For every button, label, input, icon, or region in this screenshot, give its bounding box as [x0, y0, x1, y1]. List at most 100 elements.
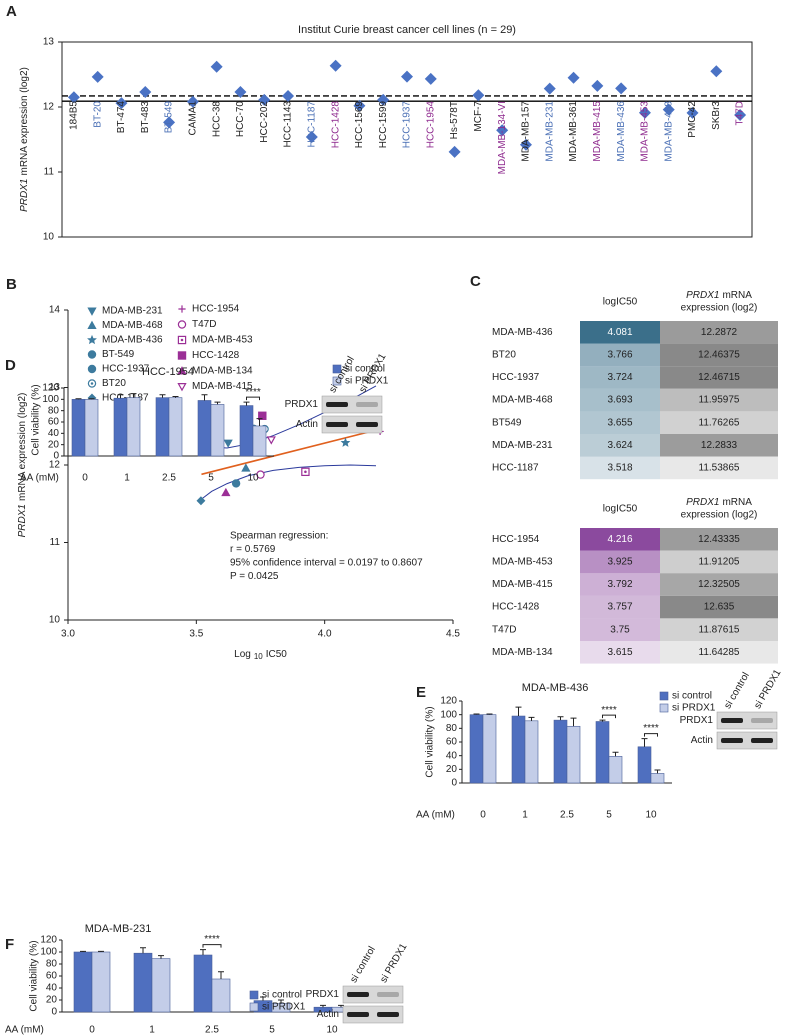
legend-label: si PRDX1: [345, 376, 389, 387]
x-tick-label: 0: [480, 810, 486, 821]
legend-label: HCC-1937: [102, 364, 150, 375]
blot-band: [751, 738, 773, 743]
legend-label: si control: [672, 691, 712, 702]
heat-cell: [660, 434, 778, 457]
panel-label: B: [6, 276, 17, 293]
y-tick-label: 13: [49, 382, 61, 393]
heat-cell: [660, 388, 778, 412]
heat-cell: [660, 366, 778, 389]
blot-band: [347, 992, 369, 997]
annotation: 95% confidence interval = 0.0197 to 0.86…: [230, 558, 423, 569]
error-bar: [641, 738, 648, 747]
x-tick-label: MDA-MB-134-VI: [497, 101, 508, 174]
bar: [239, 405, 254, 457]
x-tick-label: HCC-38: [211, 101, 222, 138]
legend-label: si PRDX1: [262, 1002, 306, 1013]
axis-title-part: PRDX1: [19, 179, 30, 212]
axis-title-part: mRNA expression (log2): [17, 393, 28, 501]
heat-cell: [580, 456, 660, 480]
data-point: [329, 59, 342, 72]
data-point: [241, 463, 251, 472]
data-point: [266, 436, 276, 445]
axis-title-part: mRNA expression (log2): [19, 67, 30, 175]
heat-cell: [580, 434, 660, 457]
legend-marker: [177, 383, 187, 392]
heat-cell: [580, 573, 660, 596]
error-bar: [338, 1004, 344, 1008]
x-tick-label: BT-474: [116, 101, 127, 134]
blot-lane-label: si PRDX1: [378, 941, 409, 984]
significance-bracket: [644, 733, 658, 737]
marker-dot: [90, 382, 94, 385]
significance-label: ****: [245, 387, 261, 398]
x-tick-label: Hs-578T: [449, 101, 460, 139]
data-point: [615, 82, 628, 95]
x-tick-label: 1: [522, 810, 528, 821]
y-tick-label: 60: [46, 971, 58, 982]
error-bar: [214, 401, 221, 405]
bar: [210, 404, 225, 457]
x-tick-label: MDA-MB-361: [568, 101, 579, 162]
bar: [469, 714, 484, 784]
data-point: [567, 71, 580, 84]
legend-swatch: [659, 691, 669, 701]
legend-swatch: [249, 1002, 259, 1012]
blot-band: [377, 1012, 399, 1017]
table-header-part: mRNA: [722, 290, 752, 301]
x-tick-label: MDA-MB-231: [544, 101, 555, 162]
y-tick-label: 40: [46, 983, 58, 994]
error-bar: [218, 971, 224, 979]
heat-cell: [580, 321, 660, 344]
table-header: PRDX1 mRNA: [686, 290, 752, 301]
data-point: [543, 82, 556, 95]
x-tick-label: MDA-MB-468: [663, 101, 674, 162]
y-tick-label: 11: [50, 537, 61, 548]
blot-row-label: PRDX1: [306, 989, 340, 1000]
table-cell: 12.635: [704, 602, 735, 613]
legend-swatch: [332, 376, 342, 386]
bar: [126, 397, 141, 457]
y-tick-label: 0: [451, 778, 457, 789]
chart-title: Institut Curie breast cancer cell lines …: [298, 24, 516, 36]
x-tick-label: BT-483: [140, 101, 151, 134]
heat-cell: [660, 343, 778, 367]
legend-label: MDA-MB-436: [102, 335, 163, 346]
annotation: Spearman regression:: [230, 531, 328, 542]
axis-title: AA (mM): [5, 1025, 44, 1036]
table-cell: 3.615: [607, 647, 632, 658]
legend-marker: [87, 334, 97, 345]
significance-label: ****: [601, 705, 617, 716]
axis-title: PRDX1 mRNA expression (log2): [17, 393, 28, 538]
x-tick-label: MDA-MB-415: [592, 101, 603, 162]
y-tick-label: 80: [446, 723, 458, 734]
data-point: [353, 99, 366, 112]
significance-bracket: [202, 944, 222, 948]
error-bar: [654, 769, 661, 774]
significance-bracket: [602, 714, 616, 719]
blot-strip: [321, 395, 383, 414]
marker-dot: [180, 338, 184, 342]
blot-band: [347, 1012, 369, 1017]
heat-cell: [580, 618, 660, 641]
blot-lane-label: si PRDX1: [752, 667, 783, 710]
y-tick-label: 100: [42, 394, 59, 405]
table-cell: 12.2833: [701, 440, 738, 451]
x-tick-label: HCC-70: [235, 101, 246, 138]
y-tick-label: 120: [40, 935, 57, 946]
heat-cell: [660, 618, 778, 641]
bar: [73, 951, 93, 1013]
x-tick-label: 1: [149, 1025, 155, 1036]
y-tick-label: 60: [48, 417, 60, 428]
error-bar: [117, 394, 124, 399]
axis-title-part: IC50: [266, 649, 288, 660]
fit-line: [201, 429, 377, 476]
blot-strip: [342, 985, 404, 1004]
legend-label: T47D: [192, 319, 216, 330]
table-cell: 11.64285: [699, 647, 740, 658]
bar: [650, 773, 665, 784]
data-point: [231, 479, 241, 488]
table-cell: 3.624: [607, 440, 632, 451]
y-tick-label: 12: [49, 460, 61, 471]
axis-title: AA (mM): [20, 473, 59, 484]
table-cell: BT549: [492, 417, 522, 428]
